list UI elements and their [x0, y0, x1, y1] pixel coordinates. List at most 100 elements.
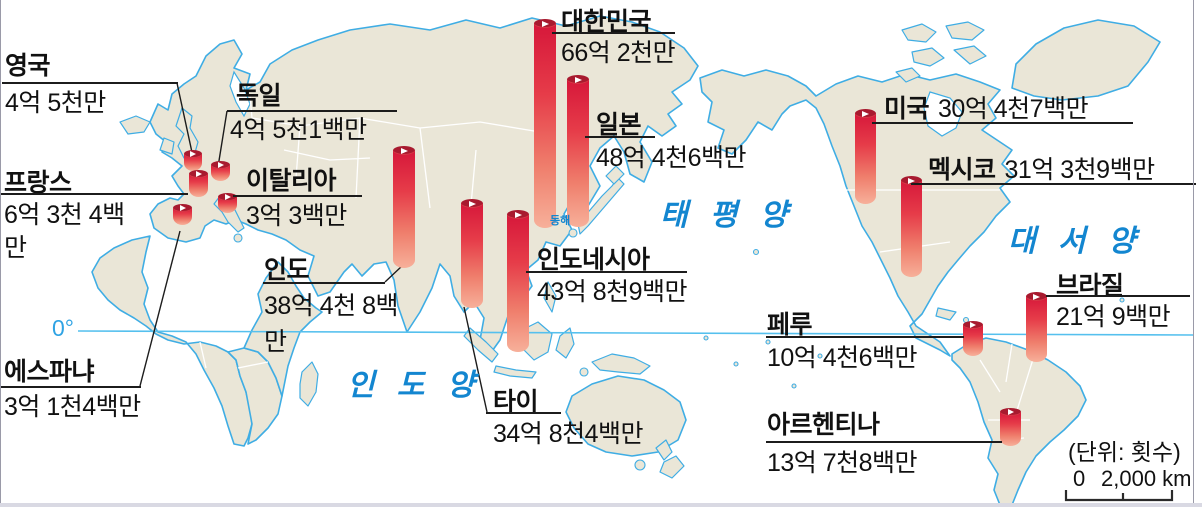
leader-germany — [217, 110, 228, 168]
label-underline-thailand — [486, 412, 561, 414]
country-value-germany: 4억 5천1백만 — [230, 116, 367, 144]
label-underline-india — [263, 282, 385, 284]
bar-top-cap — [218, 193, 237, 201]
arctic-island-3 — [911, 47, 945, 67]
play-triangle-icon — [468, 200, 476, 207]
country-label-argentina: 아르헨티나 — [767, 411, 880, 439]
island-sumatra — [463, 327, 499, 363]
bar-top-cap — [963, 321, 983, 329]
frame-left — [0, 0, 1, 507]
data-bar-spain — [173, 204, 192, 225]
island-new-guinea — [591, 353, 651, 375]
country-label-mexico: 멕시코 31억 3천9백만 — [928, 150, 1155, 186]
bar-top-cap — [211, 161, 230, 169]
leader-thailand — [463, 306, 488, 413]
country-value-spain: 3억 1천4백만 — [4, 393, 141, 421]
bar-top-cap — [534, 19, 556, 28]
scale-zero-label: 0 — [1073, 466, 1086, 491]
label-underline-indonesia — [526, 271, 687, 273]
leader-india — [384, 265, 403, 283]
island-java — [493, 365, 537, 379]
scale-distance-label: 2,000 km — [1101, 466, 1192, 491]
play-triangle-icon — [1033, 293, 1040, 300]
pacific-islet-1 — [703, 335, 709, 341]
leader-uk — [176, 82, 194, 158]
hudson-bay — [923, 91, 963, 137]
country-name-usa: 미국 — [884, 95, 930, 123]
data-bar-germany — [211, 161, 230, 181]
arctic-island-5 — [895, 67, 921, 83]
label-underline-japan — [585, 136, 655, 138]
label-underline-spain — [0, 386, 141, 388]
country-label-south-korea: 대한민국 — [561, 8, 652, 36]
island-iceland — [119, 115, 151, 135]
equator-line — [77, 330, 1194, 336]
landmass-greenland — [1011, 19, 1161, 101]
leader-spain — [139, 230, 181, 387]
play-triangle-icon — [1007, 409, 1014, 415]
country-label-usa: 미국 30억 4천7백만 — [884, 89, 1089, 125]
country-label-india: 인도 — [264, 256, 310, 284]
play-triangle-icon — [179, 205, 186, 211]
bar-top-cap — [901, 176, 922, 185]
country-value-india: 38억 4천 8백만 — [264, 292, 399, 357]
label-underline-usa — [872, 122, 1133, 124]
country-value-argentina: 13억 7천8백만 — [767, 449, 918, 477]
play-triangle-icon — [224, 194, 231, 200]
country-label-thailand: 타이 — [493, 388, 539, 416]
country-value-italy: 3억 3백만 — [246, 202, 347, 230]
landmass-africa-horn — [243, 261, 323, 397]
unit-note: (단위: 횟수) — [1068, 439, 1181, 465]
country-value-brazil: 21억 9백만 — [1056, 303, 1171, 331]
frame-right — [1193, 0, 1194, 507]
sea-label-east-sea: 동해 — [550, 215, 571, 227]
play-triangle-icon — [970, 322, 976, 328]
island-kyushu — [568, 228, 578, 238]
label-underline-mexico — [911, 183, 1196, 185]
arctic-island-1 — [901, 23, 937, 43]
ocean-label-pacific: 태 평 양 — [660, 199, 795, 232]
arctic-island-4 — [953, 45, 987, 65]
bar-top-cap — [1000, 408, 1021, 416]
data-bar-france — [189, 170, 208, 197]
label-underline-italy — [233, 195, 362, 197]
data-bar-uk — [184, 150, 202, 171]
landmass-australia — [565, 375, 687, 457]
data-bar-argentina — [1000, 408, 1021, 446]
country-value-south-korea: 66억 2천만 — [561, 39, 676, 67]
islands-japan — [577, 177, 625, 235]
play-triangle-icon — [190, 151, 196, 157]
data-bar-usa — [855, 109, 876, 204]
island-madagascar — [299, 361, 319, 407]
atlantic-islet-1 — [1119, 297, 1125, 303]
pacific-islet-6 — [752, 248, 760, 256]
bar-top-cap — [393, 146, 415, 155]
bar-top-cap — [461, 199, 483, 208]
country-value-japan: 48억 4천6백만 — [596, 144, 747, 172]
bar-top-cap — [507, 210, 529, 219]
islands-philippines — [543, 281, 557, 313]
equator-degree-label: 0° — [52, 315, 74, 341]
country-value-usa: 30억 4천7백만 — [938, 95, 1089, 123]
country-value-peru: 10억 4천6백만 — [767, 344, 918, 372]
frame-bottom — [0, 503, 1202, 507]
data-bar-indonesia — [507, 210, 529, 352]
label-underline-south-korea — [552, 32, 675, 34]
label-underline-germany — [227, 110, 397, 112]
play-triangle-icon — [908, 177, 915, 184]
data-bar-mexico — [901, 176, 922, 277]
play-triangle-icon — [217, 162, 224, 168]
arctic-island-2 — [945, 21, 985, 41]
country-name-mexico: 멕시코 — [928, 156, 996, 184]
bar-top-cap — [173, 204, 192, 212]
play-triangle-icon — [514, 211, 522, 218]
play-triangle-icon — [862, 110, 869, 117]
island-tasmania — [634, 459, 646, 471]
island-sicily — [233, 233, 243, 243]
label-underline-brazil — [1046, 295, 1190, 297]
country-label-germany: 독일 — [236, 82, 282, 110]
pacific-islet-4 — [791, 383, 797, 389]
play-triangle-icon — [541, 20, 549, 27]
